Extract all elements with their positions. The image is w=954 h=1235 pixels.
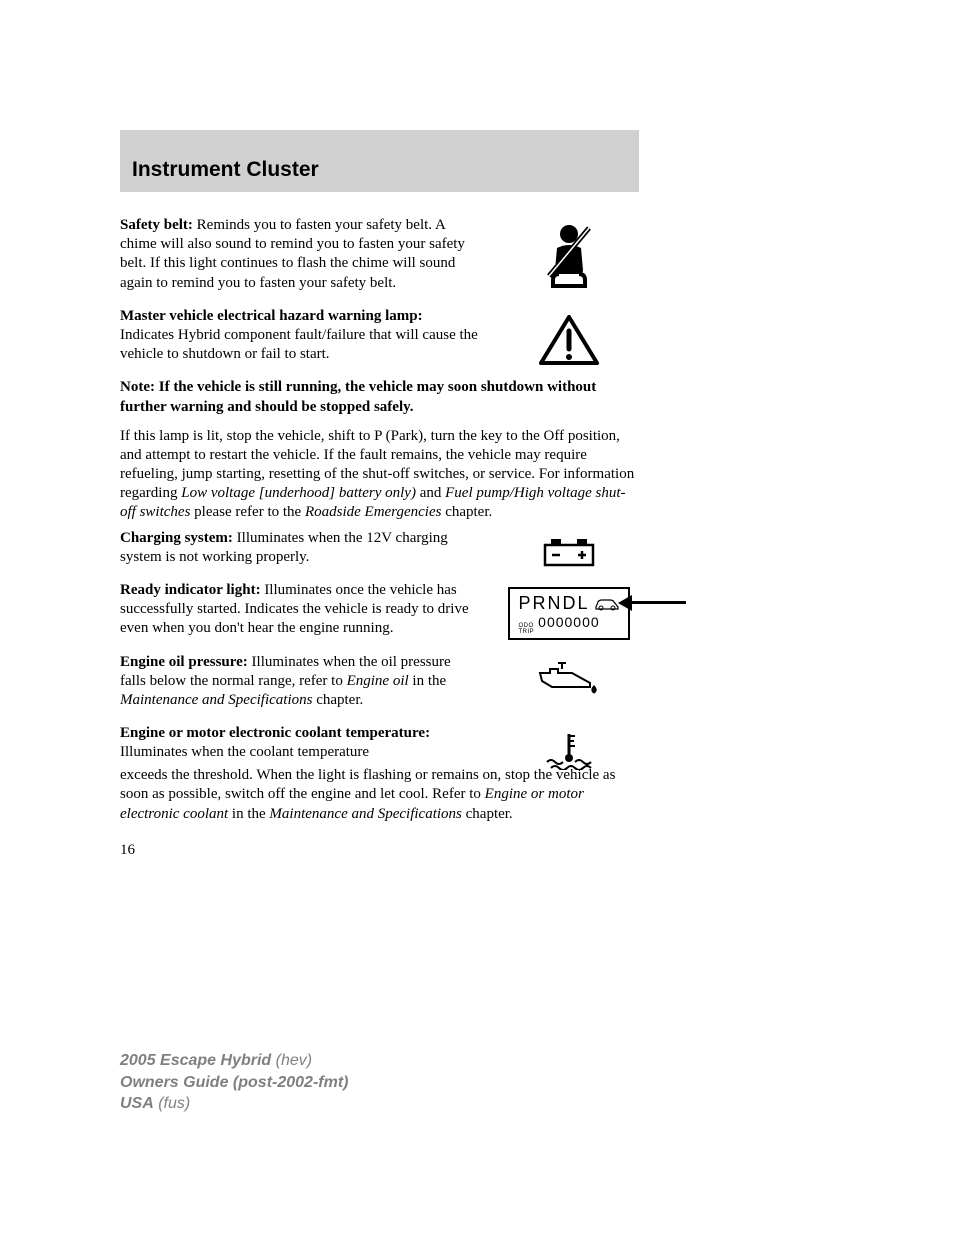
safety-belt-row: Safety belt: Reminds you to fasten your … — [120, 216, 639, 299]
seatbelt-icon — [539, 222, 599, 288]
odo-trip-label: ODOTRIP — [518, 623, 534, 635]
master-hazard-label: Master vehicle electrical hazard warning… — [120, 308, 423, 324]
safety-belt-text: Safety belt: Reminds you to fasten your … — [120, 216, 479, 293]
lamp-it3: Roadside Emergencies — [305, 504, 442, 520]
charging-label: Charging system: — [120, 530, 233, 546]
footer: 2005 Escape Hybrid (hev) Owners Guide (p… — [120, 1050, 348, 1115]
prndl-gears: PRNDL — [518, 593, 589, 614]
coolant-row: Engine or motor electronic coolant tempe… — [120, 724, 639, 770]
oil-row: Engine oil pressure: Illuminates when th… — [120, 653, 639, 717]
oil-label: Engine oil pressure: — [120, 654, 248, 670]
section-title: Instrument Cluster — [132, 158, 319, 182]
ready-text: Ready indicator light: Illuminates once … — [120, 581, 479, 639]
charging-row: Charging system: Illuminates when the 12… — [120, 529, 639, 573]
oil-it1: Engine oil — [347, 673, 409, 689]
footer-region-code: (fus) — [154, 1095, 190, 1112]
warning-triangle-icon — [537, 313, 601, 369]
oil-mid: in the — [409, 673, 447, 689]
safety-belt-label: Safety belt: — [120, 217, 193, 233]
oil-can-icon — [534, 659, 604, 695]
coolant-post: chapter. — [462, 806, 513, 822]
page-number: 16 — [120, 842, 639, 859]
master-hazard-row: Master vehicle electrical hazard warning… — [120, 307, 639, 371]
master-hazard-text: Master vehicle electrical hazard warning… — [120, 307, 479, 365]
lamp-instructions: If this lamp is lit, stop the vehicle, s… — [120, 427, 639, 523]
lamp-it1: Low voltage [underhood] battery only) — [181, 485, 416, 501]
battery-icon — [541, 535, 597, 567]
coolant-label: Engine or motor electronic coolant tempe… — [120, 725, 430, 741]
oil-post: chapter. — [312, 692, 363, 708]
master-hazard-body: Indicates Hybrid component fault/failure… — [120, 327, 478, 362]
prndl-display-icon: PRNDL ODOTRIP 0000000 — [508, 587, 629, 640]
content-area: Safety belt: Reminds you to fasten your … — [120, 192, 639, 859]
coolant-it2: Maintenance and Specifications — [269, 806, 461, 822]
footer-guide: Owners Guide (post-2002-fmt) — [120, 1072, 348, 1094]
coolant-text-top: Engine or motor electronic coolant tempe… — [120, 724, 479, 762]
coolant-text-bottom: exceeds the threshold. When the light is… — [120, 766, 639, 824]
ready-row: Ready indicator light: Illuminates once … — [120, 581, 639, 645]
coolant-mid: in the — [228, 806, 269, 822]
oil-text: Engine oil pressure: Illuminates when th… — [120, 653, 479, 711]
lamp-mid2: please refer to the — [190, 504, 305, 520]
shutdown-note: Note: If the vehicle is still running, t… — [120, 378, 639, 416]
charging-text: Charging system: Illuminates when the 12… — [120, 529, 479, 567]
arrow-line-icon — [630, 601, 686, 604]
footer-model: 2005 Escape Hybrid — [120, 1052, 271, 1069]
section-header: Instrument Cluster — [120, 130, 639, 192]
footer-model-code: (hev) — [271, 1052, 312, 1069]
lamp-mid: and — [416, 485, 445, 501]
ready-label: Ready indicator light: — [120, 582, 261, 598]
lamp-post: chapter. — [441, 504, 492, 520]
car-outline-icon — [594, 597, 620, 611]
oil-it2: Maintenance and Specifications — [120, 692, 312, 708]
odo-value: 0000000 — [538, 614, 600, 630]
footer-region: USA — [120, 1095, 154, 1112]
coolant-temp-icon — [541, 730, 597, 770]
